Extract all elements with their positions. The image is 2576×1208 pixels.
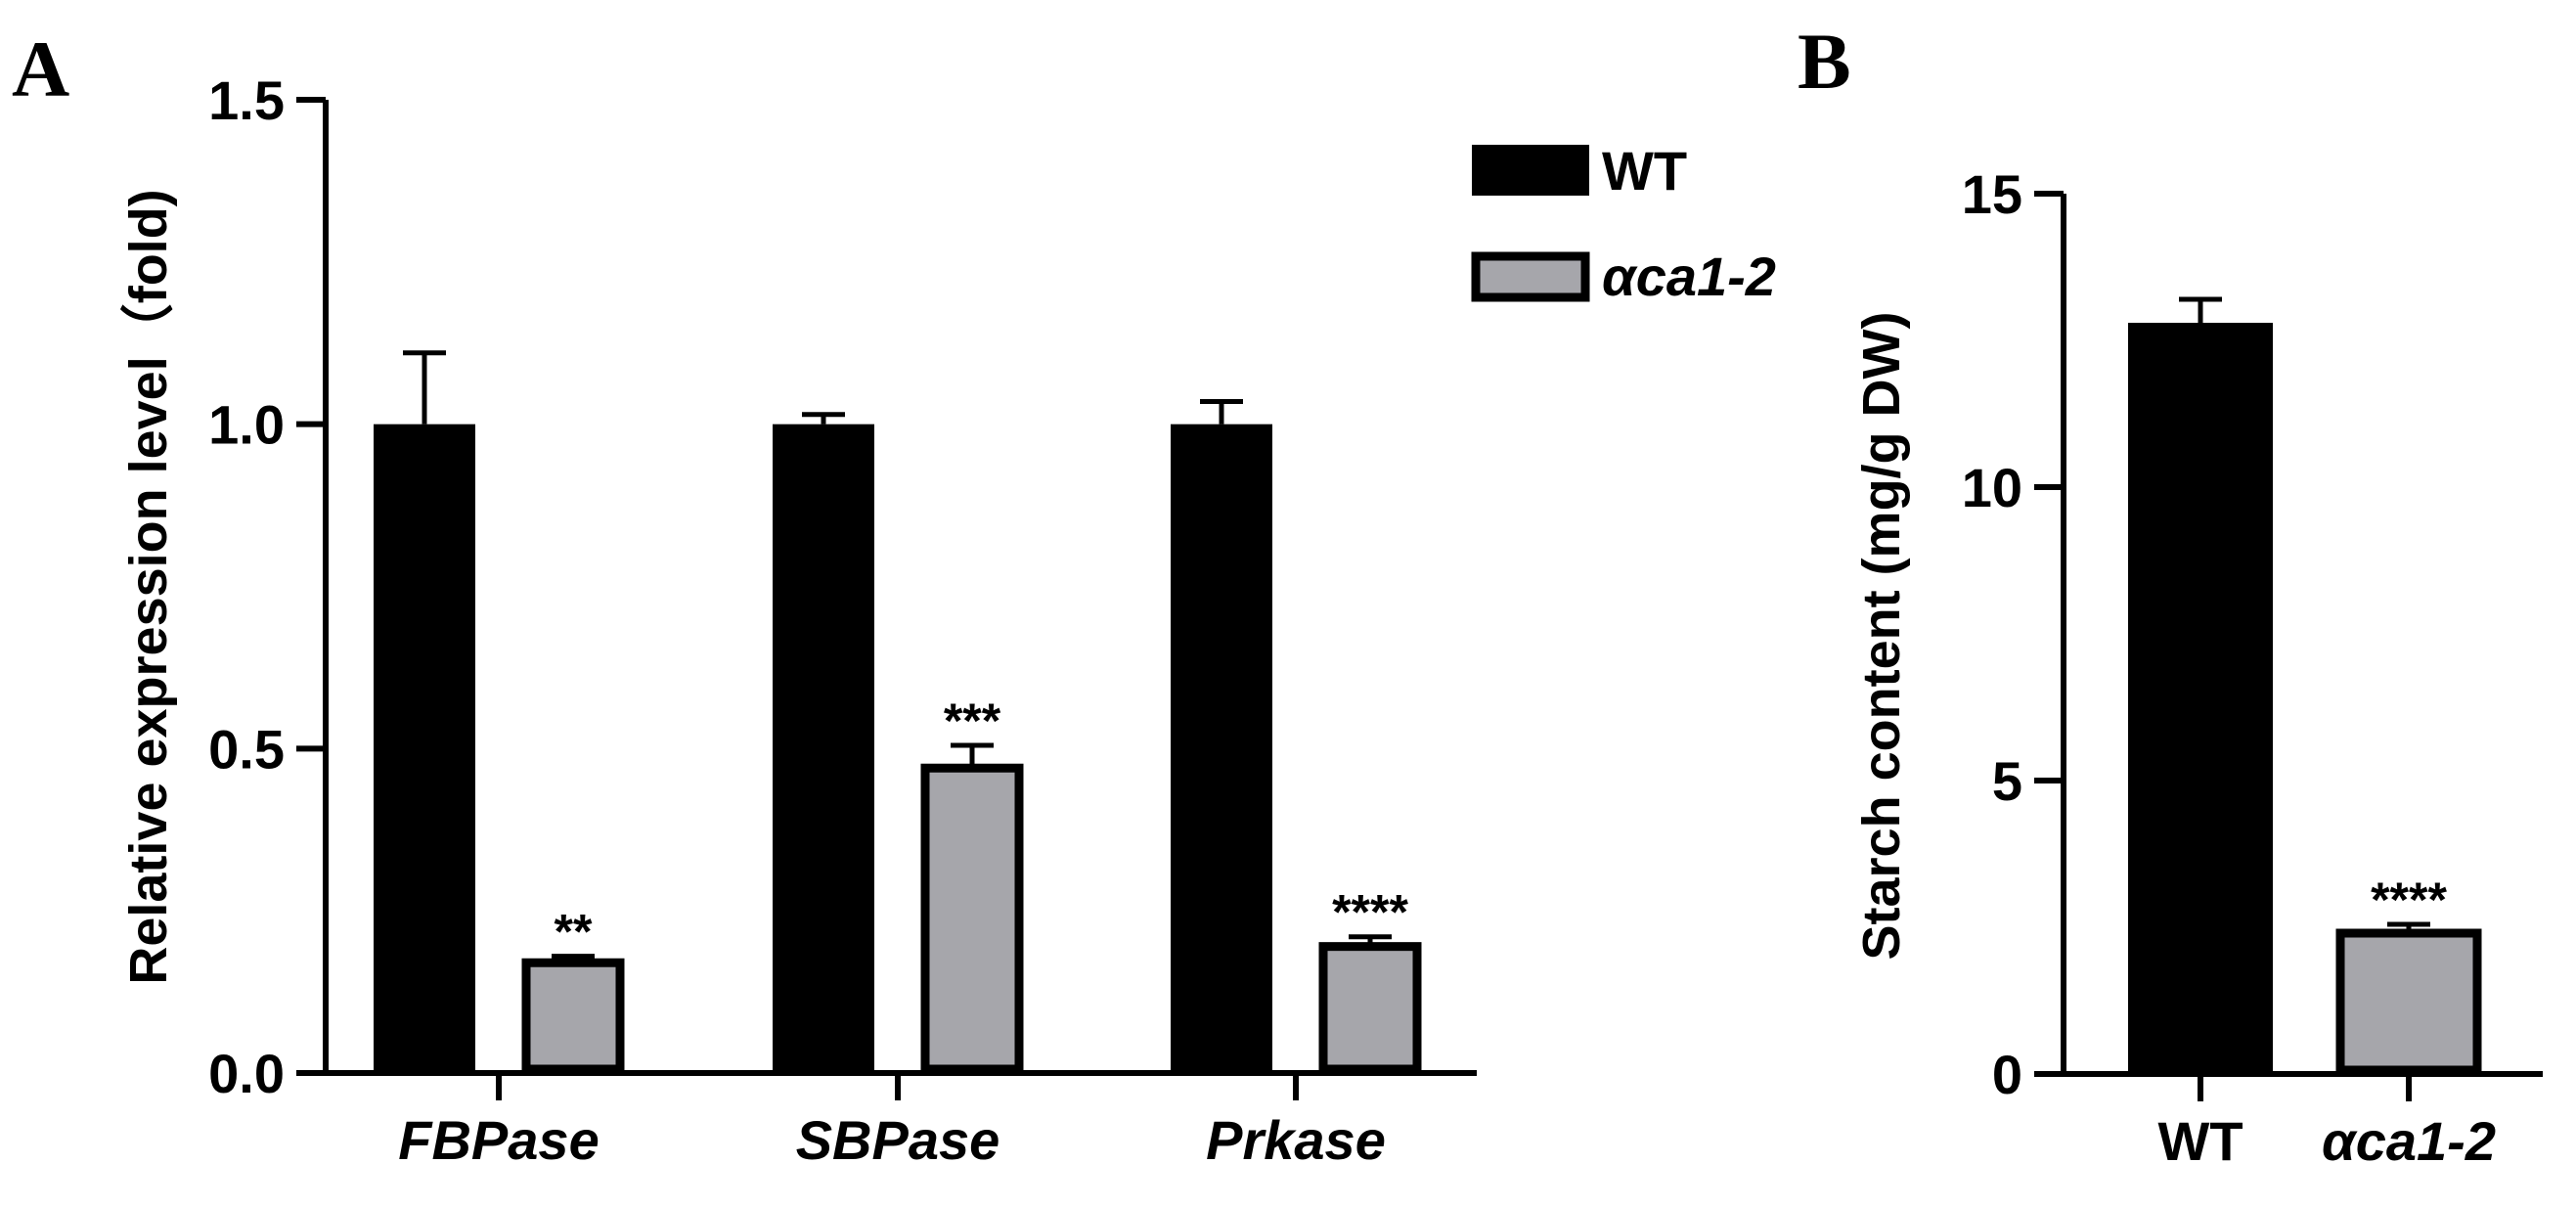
panel-a-y-tick-label: 1.5 — [208, 69, 285, 131]
panel-b-x-ticks: WT αca1-2 — [2157, 1074, 2496, 1172]
bar-wt-sbpase — [773, 424, 874, 1074]
panel-b-category-label-ca1-2: αca1-2 — [2322, 1110, 2496, 1172]
panel-a-y-tick-label: 0.0 — [208, 1043, 285, 1104]
panel-b-y-tick-label: 15 — [1962, 163, 2022, 225]
panel-letter-b: B — [1798, 17, 1851, 106]
panel-b-y-tick-label: 5 — [1992, 750, 2022, 812]
panel-letter-a: A — [12, 24, 69, 113]
legend-swatch-wt — [1472, 145, 1589, 196]
bar-mutant-sbpase — [920, 763, 1024, 1074]
panel-a-y-tick-label: 1.0 — [208, 394, 285, 456]
panel-a-chart: 0.00.51.01.5 ********* FBPase SBPase Prkas… — [119, 69, 1477, 1171]
panel-b-y-tick-label: 10 — [1962, 457, 2022, 518]
panel-b-y-axis-title: Starch content (mg/g DW) — [1852, 312, 1911, 961]
significance-fbpase: ** — [555, 905, 593, 960]
panel-a-legend: WT αca1-2 — [1471, 140, 1776, 307]
panel-b-y-ticks: 0 5 10 15 — [1962, 163, 2064, 1105]
legend-label-wt: WT — [1602, 140, 1687, 201]
legend-swatch-mutant — [1471, 251, 1590, 302]
bar-b-wt — [2128, 323, 2273, 1074]
panel-a-y-tick-label: 0.5 — [208, 718, 285, 780]
panel-b-category-label-wt: WT — [2157, 1110, 2243, 1172]
panel-a-y-ticks: 0.0 0.5 1.0 1.5 — [208, 69, 326, 1104]
panel-b-y-tick-label: 0 — [1992, 1044, 2022, 1105]
panel-a-bars: ********* — [374, 350, 1422, 1074]
bar-mutant-prkase — [1318, 942, 1422, 1074]
bar-mutant-fbpase — [521, 958, 625, 1074]
significance-prkase: **** — [1332, 885, 1408, 940]
legend-label-mutant: αca1-2 — [1602, 246, 1776, 307]
panel-b-significance-ca1-2: **** — [2371, 872, 2447, 927]
significance-sbpase: *** — [944, 693, 1001, 748]
panel-a-y-axis-title: Relative expression level（fold) — [119, 189, 178, 984]
panel-a-x-ticks: FBPase SBPase Prkase — [398, 1073, 1386, 1171]
bar-wt-prkase — [1171, 424, 1272, 1074]
panel-b-chart: 0 5 10 15 **** WT αca1-2 Starch content (mg/… — [1852, 163, 2543, 1172]
category-label-sbpase: SBPase — [796, 1109, 1000, 1171]
category-label-fbpase: FBPase — [398, 1109, 599, 1171]
bar-b-ca1-2 — [2335, 928, 2482, 1075]
bar-wt-fbpase — [374, 424, 475, 1074]
panel-b-bars: **** — [2128, 296, 2482, 1075]
category-label-prkase: Prkase — [1206, 1109, 1386, 1171]
